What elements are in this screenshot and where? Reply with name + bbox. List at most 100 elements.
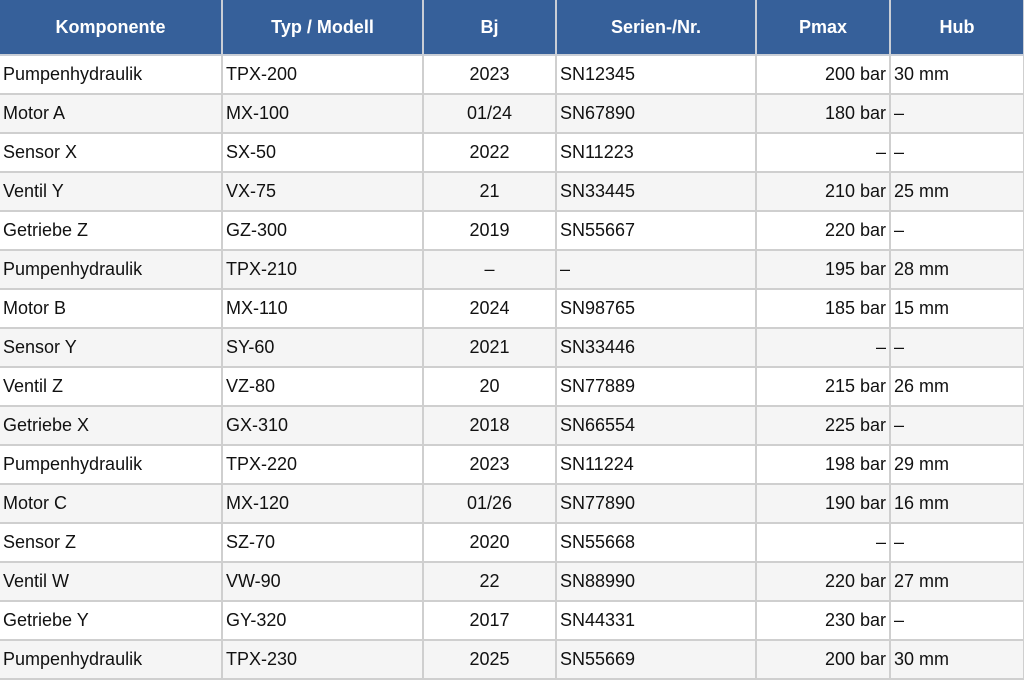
cell-bj: 2019 [422, 210, 557, 251]
table-row: Getriebe X GX-310 2018 SN66554 225 bar – [0, 405, 1024, 446]
cell-bj: 2023 [422, 444, 557, 485]
column-header-typ-modell[interactable]: Typ / Modell [221, 0, 424, 56]
cell-hub: 15 mm [889, 288, 1024, 329]
cell-typ-modell: MX-110 [221, 288, 424, 329]
cell-hub: – [889, 93, 1024, 134]
cell-pmax: 225 bar [755, 405, 891, 446]
cell-pmax: 220 bar [755, 561, 891, 602]
cell-serien-nr: SN12345 [555, 54, 757, 95]
table-row: Ventil Z VZ-80 20 SN77889 215 bar 26 mm [0, 366, 1024, 407]
cell-pmax: 230 bar [755, 600, 891, 641]
cell-hub: – [889, 327, 1024, 368]
cell-serien-nr: SN77890 [555, 483, 757, 524]
cell-typ-modell: SX-50 [221, 132, 424, 173]
table-row: Sensor Y SY-60 2021 SN33446– – [0, 327, 1024, 368]
cell-typ-modell: TPX-210 [221, 249, 424, 290]
header-row: Komponente Typ / Modell Bj Serien-/Nr. Pmax H… [0, 0, 1024, 56]
table-row: Sensor Z SZ-70 2020 SN55668– – [0, 522, 1024, 563]
cell-pmax: 200 bar [755, 639, 891, 680]
cell-typ-modell: TPX-220 [221, 444, 424, 485]
cell-typ-modell: VX-75 [221, 171, 424, 212]
cell-pmax: 220 bar [755, 210, 891, 251]
cell-serien-nr: SN11223 [555, 132, 757, 173]
cell-bj: 20 [422, 366, 557, 407]
cell-typ-modell: MX-120 [221, 483, 424, 524]
cell-hub: – [889, 210, 1024, 251]
cell-hub: 30 mm [889, 54, 1024, 95]
cell-hub: 26 mm [889, 366, 1024, 407]
cell-serien-nr: SN33445 [555, 171, 757, 212]
cell-bj: 2022 [422, 132, 557, 173]
cell-pmax: 215 bar [755, 366, 891, 407]
cell-hub: 29 mm [889, 444, 1024, 485]
cell-hub: 16 mm [889, 483, 1024, 524]
cell-serien-nr: SN44331 [555, 600, 757, 641]
cell-komponente: Ventil Y [0, 171, 223, 212]
cell-pmax: – [755, 327, 891, 368]
column-header-bj[interactable]: Bj [422, 0, 557, 56]
cell-typ-modell: TPX-200 [221, 54, 424, 95]
table-row: Sensor X SX-50 2022 SN11223– – [0, 132, 1024, 173]
cell-bj: 2020 [422, 522, 557, 563]
cell-typ-modell: MX-100 [221, 93, 424, 134]
cell-pmax: – [755, 522, 891, 563]
cell-pmax: 195 bar [755, 249, 891, 290]
cell-hub: – [889, 522, 1024, 563]
cell-hub: – [889, 405, 1024, 446]
table-row: Ventil W VW-90 22 SN88990 220 bar 27 mm [0, 561, 1024, 602]
cell-serien-nr: SN55668 [555, 522, 757, 563]
cell-typ-modell: TPX-230 [221, 639, 424, 680]
cell-hub: 25 mm [889, 171, 1024, 212]
cell-hub: 30 mm [889, 639, 1024, 680]
table-body: Pumpenhydraulik TPX-200 2023 SN12345 200 bar… [0, 54, 1024, 680]
table-row: Pumpenhydraulik TPX-210– –195 bar 28 mm [0, 249, 1024, 290]
table-row: Motor C MX-120 01/26 SN77890 190 bar 16 mm [0, 483, 1024, 524]
table-row: Pumpenhydraulik TPX-220 2023 SN11224 198 bar… [0, 444, 1024, 485]
cell-typ-modell: SY-60 [221, 327, 424, 368]
cell-bj: 2021 [422, 327, 557, 368]
cell-bj: 2017 [422, 600, 557, 641]
cell-typ-modell: GZ-300 [221, 210, 424, 251]
cell-bj: 01/24 [422, 93, 557, 134]
cell-typ-modell: VZ-80 [221, 366, 424, 407]
cell-komponente: Getriebe Y [0, 600, 223, 641]
cell-serien-nr: SN55669 [555, 639, 757, 680]
cell-komponente: Motor A [0, 93, 223, 134]
cell-komponente: Sensor X [0, 132, 223, 173]
table-row: Getriebe Z GZ-300 2019 SN55667 220 bar – [0, 210, 1024, 251]
cell-bj: 01/26 [422, 483, 557, 524]
cell-typ-modell: GX-310 [221, 405, 424, 446]
cell-komponente: Getriebe X [0, 405, 223, 446]
cell-bj: 2018 [422, 405, 557, 446]
cell-komponente: Sensor Y [0, 327, 223, 368]
cell-pmax: 185 bar [755, 288, 891, 329]
table-row: Motor B MX-110 2024 SN98765 185 bar 15 mm [0, 288, 1024, 329]
cell-serien-nr: SN33446 [555, 327, 757, 368]
cell-bj: 2024 [422, 288, 557, 329]
cell-serien-nr: SN66554 [555, 405, 757, 446]
cell-serien-nr: SN77889 [555, 366, 757, 407]
cell-pmax: – [755, 132, 891, 173]
cell-komponente: Ventil W [0, 561, 223, 602]
cell-pmax: 210 bar [755, 171, 891, 212]
cell-serien-nr: SN98765 [555, 288, 757, 329]
cell-pmax: 198 bar [755, 444, 891, 485]
cell-hub: – [889, 600, 1024, 641]
column-header-pmax[interactable]: Pmax [755, 0, 891, 56]
cell-pmax: 200 bar [755, 54, 891, 95]
cell-serien-nr: SN67890 [555, 93, 757, 134]
cell-bj: 22 [422, 561, 557, 602]
cell-hub: 28 mm [889, 249, 1024, 290]
cell-komponente: Motor B [0, 288, 223, 329]
cell-komponente: Pumpenhydraulik [0, 639, 223, 680]
cell-typ-modell: GY-320 [221, 600, 424, 641]
cell-komponente: Ventil Z [0, 366, 223, 407]
cell-bj: – [422, 249, 557, 290]
column-header-hub[interactable]: Hub [889, 0, 1024, 56]
cell-bj: 2023 [422, 54, 557, 95]
cell-komponente: Sensor Z [0, 522, 223, 563]
column-header-serien-nr[interactable]: Serien-/Nr. [555, 0, 757, 56]
column-header-komponente[interactable]: Komponente [0, 0, 223, 56]
cell-serien-nr: SN55667 [555, 210, 757, 251]
